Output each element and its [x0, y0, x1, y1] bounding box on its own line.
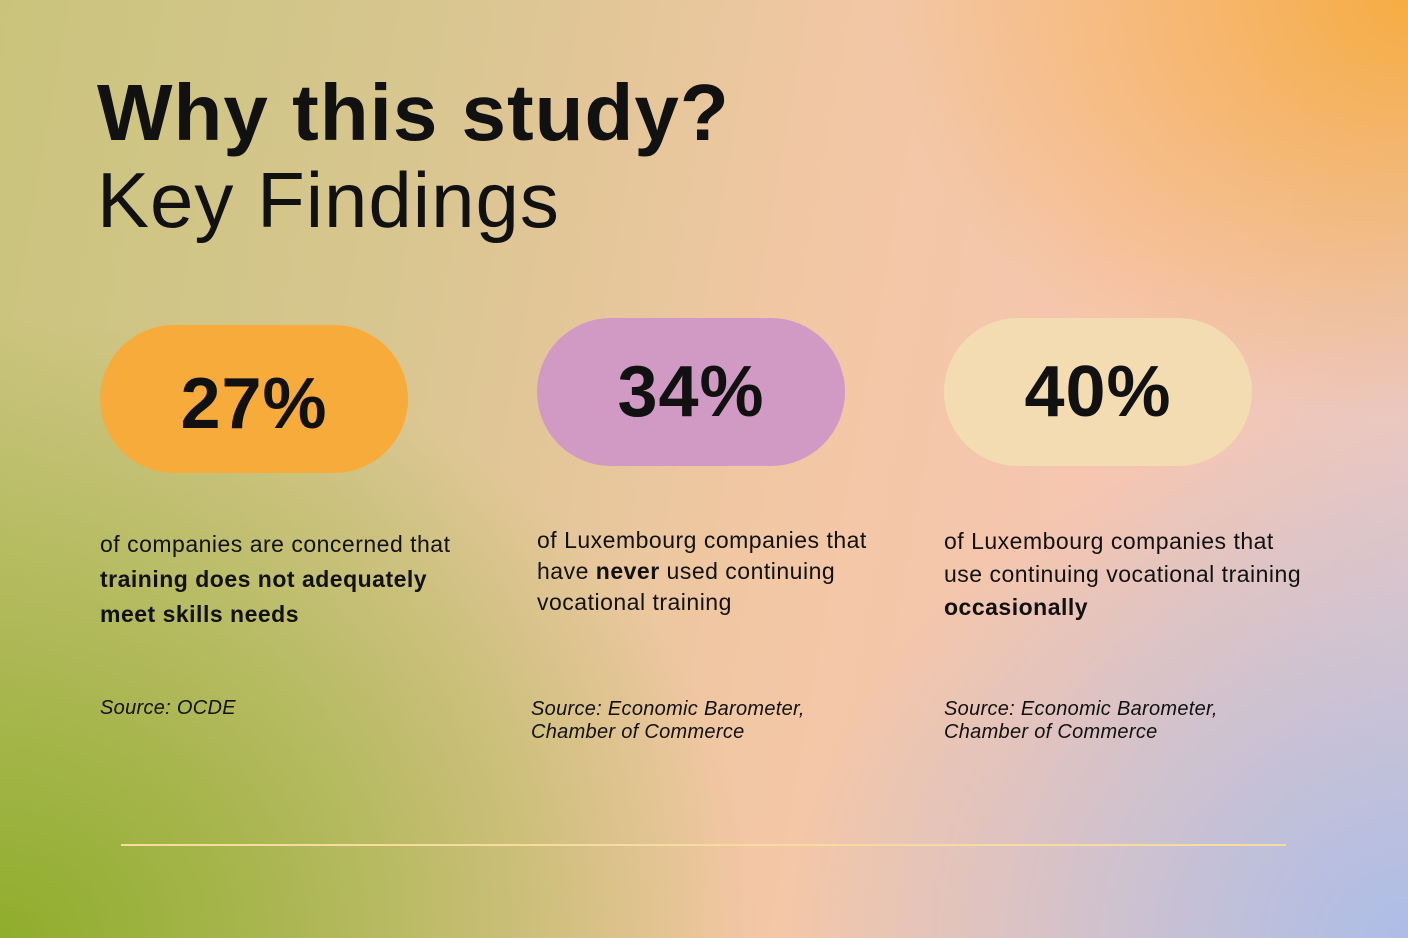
stat-value-1: 27%: [180, 364, 328, 444]
finding-description-3: of Luxembourg companies that use continu…: [944, 528, 1302, 620]
divider-line: [121, 844, 1286, 846]
page-title: Why this study?: [97, 68, 730, 157]
stat-pill-2: 34%: [537, 318, 845, 466]
finding-description-2: of Luxembourg companies that have never …: [537, 527, 867, 615]
finding-emphasis-2: never: [595, 558, 660, 584]
stat-value-3: 40%: [1024, 352, 1172, 432]
finding-emphasis-3: occasionally: [944, 594, 1089, 620]
finding-source-2: Source: Economic Barometer, Chamber of C…: [531, 698, 805, 743]
finding-description-1: of companies are concerned that training…: [100, 531, 451, 627]
stat-pill-3: 40%: [944, 318, 1252, 466]
stat-pill-1: 27%: [100, 325, 408, 473]
heading: Why this study? Key Findings: [97, 68, 730, 245]
stat-value-2: 34%: [617, 352, 765, 432]
finding-emphasis-1: training does not adequately meet skills…: [100, 566, 428, 627]
finding-source-3: Source: Economic Barometer, Chamber of C…: [944, 698, 1218, 743]
page-subtitle: Key Findings: [97, 156, 560, 244]
finding-source-1: Source: OCDE: [100, 697, 236, 719]
